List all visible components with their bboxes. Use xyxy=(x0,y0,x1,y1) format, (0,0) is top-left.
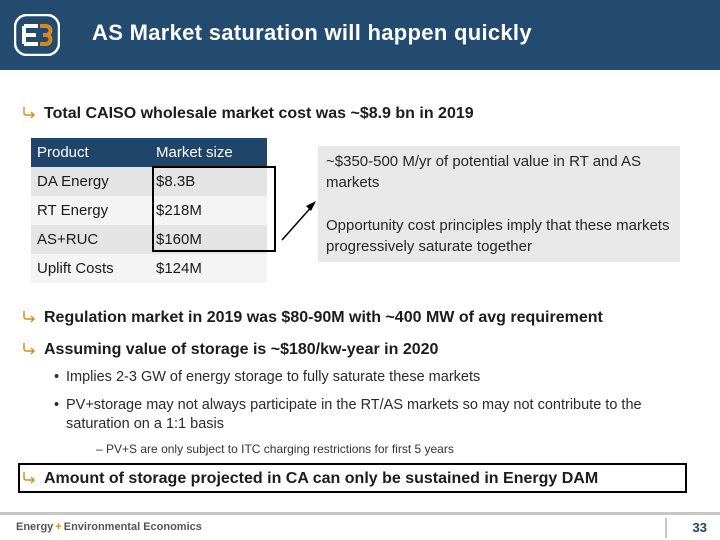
table-row: DA Energy $8.3B xyxy=(31,167,267,196)
highlight-box xyxy=(18,463,687,493)
table-cell: DA Energy xyxy=(31,167,150,196)
sub-bullet-text: PV+storage may not always participate in… xyxy=(66,397,642,432)
bullet-text: Assuming value of storage is ~$180/kw-ye… xyxy=(44,341,439,358)
table-cell: $124M xyxy=(150,254,267,283)
callout-text: ~$350-500 M/yr of potential value in RT … xyxy=(326,153,642,191)
table-cell: AS+RUC xyxy=(31,225,150,254)
arrow-bullet-icon xyxy=(23,107,35,119)
bullet-storage-value: Assuming value of storage is ~$180/kw-ye… xyxy=(22,341,438,359)
callout-text: Opportunity cost principles imply that t… xyxy=(326,217,670,255)
highlight-box xyxy=(152,166,276,252)
table-header-row: Product Market size xyxy=(31,138,267,167)
table-header-cell: Market size xyxy=(150,138,267,167)
market-size-table: Product Market size DA Energy $8.3B RT E… xyxy=(31,138,267,283)
arrow-bullet-icon xyxy=(23,311,35,323)
footer-divider xyxy=(0,512,720,515)
dot-bullet-icon: • xyxy=(54,369,60,385)
table-row: RT Energy $218M xyxy=(31,196,267,225)
sub-sub-bullet-text: PV+S are only subject to ITC charging re… xyxy=(106,442,454,456)
dot-bullet-icon: • xyxy=(54,397,60,413)
page-number: 33 xyxy=(665,518,707,538)
bullet-storage-projection: Amount of storage projected in CA can on… xyxy=(22,470,598,488)
table-row: Uplift Costs $124M xyxy=(31,254,267,283)
sub-bullet: • Implies 2-3 GW of energy storage to fu… xyxy=(54,368,706,387)
table-cell: $8.3B xyxy=(150,167,267,196)
arrow-bullet-icon xyxy=(23,343,35,355)
brand-text: Environmental Economics xyxy=(63,521,202,533)
sub-sub-bullet: – PV+S are only subject to ITC charging … xyxy=(96,442,454,456)
sub-bullet: • PV+storage may not always participate … xyxy=(54,396,706,434)
brand-plus: + xyxy=(55,521,62,533)
dash-bullet-icon: – xyxy=(96,442,103,456)
table-header-cell: Product xyxy=(31,138,150,167)
table-cell: $160M xyxy=(150,225,267,254)
bullet-text: Amount of storage projected in CA can on… xyxy=(44,470,599,487)
table-cell: RT Energy xyxy=(31,196,150,225)
table-cell: $218M xyxy=(150,196,267,225)
callout-box: ~$350-500 M/yr of potential value in RT … xyxy=(318,146,680,262)
arrow-bullet-icon xyxy=(23,472,35,484)
brand-text: Energy xyxy=(16,521,54,533)
page-title: AS Market saturation will happen quickly xyxy=(92,20,532,45)
bullet-text: Total CAISO wholesale market cost was ~$… xyxy=(44,105,474,122)
right-arrow-icon xyxy=(281,201,316,241)
bullet-cost: Total CAISO wholesale market cost was ~$… xyxy=(22,105,474,123)
bullet-text: Regulation market in 2019 was $80-90M wi… xyxy=(44,309,603,326)
table-row: AS+RUC $160M xyxy=(31,225,267,254)
title-bar: AS Market saturation will happen quickly xyxy=(0,0,720,70)
e3-logo-icon xyxy=(14,14,60,56)
footer-brand: Energy + Environmental Economics xyxy=(16,521,202,533)
sub-bullet-text: Implies 2-3 GW of energy storage to full… xyxy=(66,369,481,385)
table-cell: Uplift Costs xyxy=(31,254,150,283)
bullet-regulation: Regulation market in 2019 was $80-90M wi… xyxy=(22,309,603,327)
